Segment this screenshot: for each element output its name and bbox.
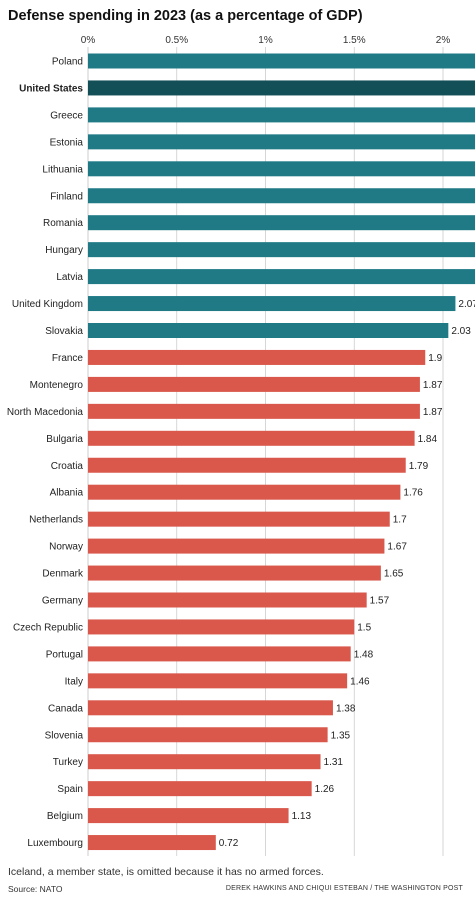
x-axis-ticks: 0%0.5%1%1.5%2%2.5%3%3.5%: [81, 35, 451, 46]
bar: [88, 484, 401, 500]
bar: [88, 215, 475, 231]
source-line: Source: NATO: [8, 884, 63, 894]
value-label: 1.31: [324, 757, 344, 768]
category-label: Belgium: [47, 811, 83, 822]
value-label: 0.72: [219, 838, 239, 849]
category-label: Romania: [43, 218, 83, 229]
value-label: 2.03: [451, 326, 471, 337]
value-label: 1.5: [357, 622, 371, 633]
category-label: Estonia: [50, 137, 84, 148]
bar: [88, 511, 390, 527]
bar: [88, 242, 475, 258]
x-tick-label: 1%: [258, 35, 273, 46]
bar: [88, 134, 475, 150]
category-label: Finland: [50, 191, 83, 202]
category-label: France: [52, 353, 84, 364]
bar: [88, 835, 216, 851]
category-label: Norway: [49, 542, 83, 553]
bar: [88, 592, 367, 608]
category-label: Turkey: [53, 757, 83, 768]
bar: [88, 53, 475, 69]
value-label: 1.7: [393, 515, 407, 526]
x-tick-label: 1.5%: [343, 35, 366, 46]
value-label: 2.07: [458, 299, 475, 310]
value-labels: 3.9%3.493.012.732.542.452.442.432.272.07…: [219, 299, 475, 849]
category-label: Slovenia: [45, 730, 84, 741]
bar: [88, 376, 420, 392]
bar: [88, 80, 475, 96]
value-label: 1.46: [350, 676, 370, 687]
bar: [88, 619, 355, 635]
x-tick-label: 0%: [81, 35, 96, 46]
bar: [88, 538, 385, 554]
bar: [88, 727, 328, 743]
value-label: 1.84: [418, 434, 438, 445]
category-label: Portugal: [46, 649, 83, 660]
category-label: Netherlands: [29, 515, 83, 526]
bar: [88, 457, 406, 473]
bar: [88, 188, 475, 204]
value-label: 1.26: [315, 784, 335, 795]
value-label: 1.79: [409, 461, 429, 472]
bar: [88, 565, 381, 581]
chart-title: Defense spending in 2023 (as a percentag…: [8, 8, 363, 24]
value-label: 1.13: [292, 811, 312, 822]
bar: [88, 269, 475, 285]
category-label: Croatia: [51, 461, 84, 472]
footnote: Iceland, a member state, is omitted beca…: [8, 866, 324, 878]
value-label: 1.9: [428, 353, 442, 364]
category-label: Greece: [50, 110, 83, 121]
category-label: Italy: [65, 676, 83, 687]
credit-line: DEREK HAWKINS AND CHIQUI ESTEBAN / THE W…: [225, 885, 463, 892]
bar: [88, 646, 351, 662]
value-label: 1.67: [387, 542, 407, 553]
category-label: Luxembourg: [27, 838, 83, 849]
value-label: 1.65: [384, 569, 404, 580]
bar: [88, 430, 415, 446]
category-label: United States: [19, 83, 83, 94]
bar: [88, 161, 475, 177]
bar: [88, 781, 312, 797]
bar: [88, 107, 475, 123]
x-tick-label: 2%: [436, 35, 451, 46]
category-label: Germany: [42, 596, 83, 607]
bar: [88, 700, 333, 716]
value-label: 1.48: [354, 649, 374, 660]
category-label: Bulgaria: [46, 434, 83, 445]
category-label: Slovakia: [45, 326, 83, 337]
bar: [88, 323, 449, 338]
category-label: United Kingdom: [12, 299, 83, 310]
gridlines: [87, 47, 444, 856]
value-label: 1.87: [423, 407, 443, 418]
bar: [88, 296, 456, 312]
value-label: 1.38: [336, 703, 356, 714]
bars: [88, 53, 475, 851]
bar: [88, 754, 321, 770]
category-label: Albania: [50, 488, 84, 499]
category-label: Denmark: [42, 569, 84, 580]
bar: [88, 808, 289, 824]
category-label: Spain: [57, 784, 83, 795]
bar: [88, 403, 420, 419]
category-label: Czech Republic: [13, 622, 83, 633]
bar: [88, 349, 426, 365]
value-label: 1.35: [331, 730, 351, 741]
value-label: 1.87: [423, 380, 443, 391]
category-label: Hungary: [45, 245, 83, 256]
bar: [88, 673, 348, 689]
value-label: 1.57: [370, 596, 390, 607]
category-label: Poland: [52, 57, 83, 68]
category-label: Montenegro: [30, 380, 84, 391]
category-label: Canada: [48, 703, 83, 714]
value-label: 1.76: [403, 488, 423, 499]
category-labels: Poland United States Greece Estonia Lithuani…: [7, 57, 84, 850]
category-label: Lithuania: [42, 164, 83, 175]
category-label: North Macedonia: [7, 407, 84, 418]
x-tick-label: 0.5%: [165, 35, 188, 46]
category-label: Latvia: [56, 272, 83, 283]
